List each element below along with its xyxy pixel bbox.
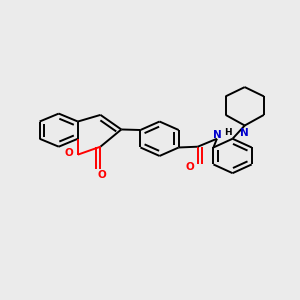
Text: O: O (64, 148, 73, 158)
Text: O: O (98, 170, 106, 180)
Text: N: N (213, 130, 222, 140)
Text: H: H (224, 128, 232, 137)
Text: N: N (240, 128, 249, 138)
Text: O: O (185, 162, 194, 172)
